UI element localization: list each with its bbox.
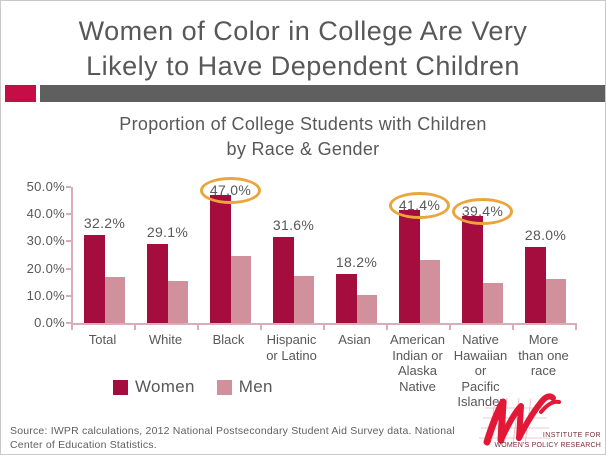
page-title: Women of Color in College Are Very Likel… [1, 14, 605, 84]
logo-text-line1: INSTITUTE FOR [543, 432, 601, 439]
men-bar [483, 282, 503, 323]
x-tick-mark [512, 325, 514, 330]
y-tick-label: 20.0% [26, 260, 65, 276]
x-tick-mark [197, 325, 199, 330]
legend-item-men: Men [216, 377, 273, 397]
highlight-circle: 47.0% [199, 177, 262, 205]
category-label: White [148, 332, 183, 347]
logo-w-icon [483, 393, 561, 446]
men-bar [294, 275, 314, 323]
y-tick-label: 40.0% [26, 206, 65, 222]
legend-label: Men [238, 377, 273, 396]
men-bar [105, 276, 125, 323]
men-bar [168, 280, 188, 323]
bar-value-label: 31.6% [272, 217, 315, 234]
legend-item-women: Women [113, 377, 195, 397]
y-tick-mark [66, 240, 71, 243]
bar-value-label: 28.0% [524, 226, 567, 243]
y-tick-label: 10.0% [26, 287, 65, 303]
category-label: Total [88, 332, 117, 347]
men-bar [420, 259, 440, 323]
bar-value-label: 47.0% [186, 177, 276, 205]
x-tick-mark [71, 325, 73, 330]
category-label: American Indian or Alaska Native [390, 332, 445, 394]
y-tick-label: 50.0% [26, 179, 65, 194]
x-tick-mark [386, 325, 388, 330]
category-axis: Total White Black Hispanic or Latino Asian Am… [71, 332, 575, 410]
page-title-line2: Likely to Have Dependent Children [86, 51, 520, 81]
men-bar [546, 279, 566, 323]
accent-square [5, 85, 36, 102]
women-bar [399, 210, 420, 323]
bar-value-label: 39.4% [438, 197, 528, 225]
category-label: More than one race [518, 332, 569, 378]
legend-swatch [113, 379, 128, 395]
category-label: Black [212, 332, 245, 347]
women-bar [462, 215, 483, 323]
men-bar [357, 295, 377, 323]
y-tick-mark [66, 213, 71, 216]
women-bar [84, 235, 105, 323]
y-tick-mark [66, 294, 71, 297]
legend-swatch [216, 379, 232, 395]
source-note: Source: IWPR calculations, 2012 National… [10, 425, 455, 451]
category-label: Hispanic or Latino [266, 332, 317, 363]
women-bar [147, 243, 168, 323]
plot-area: 32.2% 29.1% 47.0% 31.6% 18.2% 41.4% 39.4% 28.0% [71, 177, 577, 325]
logo-text-line2: WOMEN'S POLICY RESEARCH [494, 442, 601, 449]
y-tick-mark [66, 267, 71, 270]
legend-label: Women [135, 377, 195, 396]
y-tick-label: 0.0% [34, 315, 65, 330]
chart-legend: Women Men [113, 377, 273, 397]
bar-value-label: 32.2% [83, 215, 126, 232]
men-bar [231, 255, 251, 323]
page-title-line1: Women of Color in College Are Very [78, 16, 528, 46]
women-bar [525, 246, 546, 323]
category-label: Native Hawaiian or Pacific Islander [453, 332, 508, 409]
bar-value-label: 41.4% [375, 192, 465, 220]
women-bar [336, 273, 357, 323]
chart-title-line1: Proportion of College Students with Chil… [119, 114, 487, 134]
y-tick-mark [66, 186, 71, 188]
category-label: Asian [338, 332, 371, 347]
highlight-circle: 39.4% [451, 197, 514, 225]
bar-value-label: 18.2% [335, 253, 378, 270]
iwpr-logo: INSTITUTE FOR WOMEN'S POLICY RESEARCH [479, 393, 601, 449]
accent-divider-bar [40, 85, 605, 102]
x-tick-mark [575, 325, 577, 330]
women-bar [273, 237, 294, 323]
chart-title: Proportion of College Students with Chil… [1, 112, 605, 162]
x-tick-mark [323, 325, 325, 330]
y-tick-mark [66, 322, 71, 324]
women-bar [210, 195, 231, 323]
highlight-circle: 41.4% [388, 192, 451, 220]
y-tick-label: 30.0% [26, 233, 65, 249]
x-tick-mark [260, 325, 262, 330]
bar-value-label: 29.1% [146, 223, 189, 240]
x-tick-mark [134, 325, 136, 330]
x-tick-mark [449, 325, 451, 330]
chart-title-line2: by Race & Gender [226, 139, 380, 159]
